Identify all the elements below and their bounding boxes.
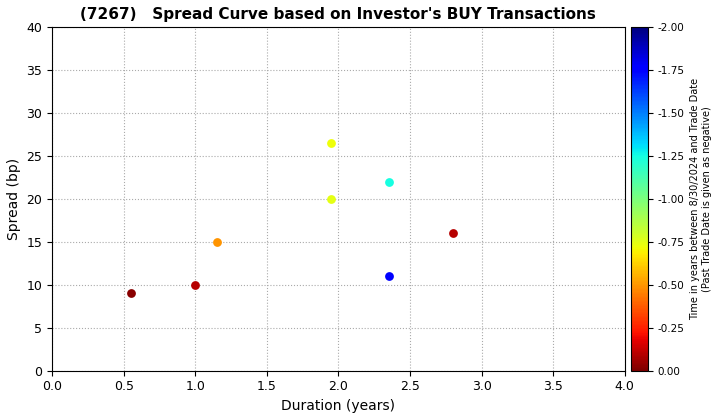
Point [125, 290, 137, 297]
X-axis label: Duration (years): Duration (years) [282, 399, 395, 413]
Title: (7267)   Spread Curve based on Investor's BUY Transactions: (7267) Spread Curve based on Investor's … [81, 7, 596, 22]
Point [211, 239, 222, 245]
Point [189, 281, 201, 288]
Y-axis label: Time in years between 8/30/2024 and Trade Date
(Past Trade Date is given as nega: Time in years between 8/30/2024 and Trad… [690, 78, 712, 320]
Y-axis label: Spread (bp): Spread (bp) [7, 158, 21, 240]
Point [325, 140, 337, 147]
Point [447, 230, 459, 237]
Point [383, 273, 395, 280]
Point [325, 196, 337, 202]
Point [383, 178, 395, 185]
